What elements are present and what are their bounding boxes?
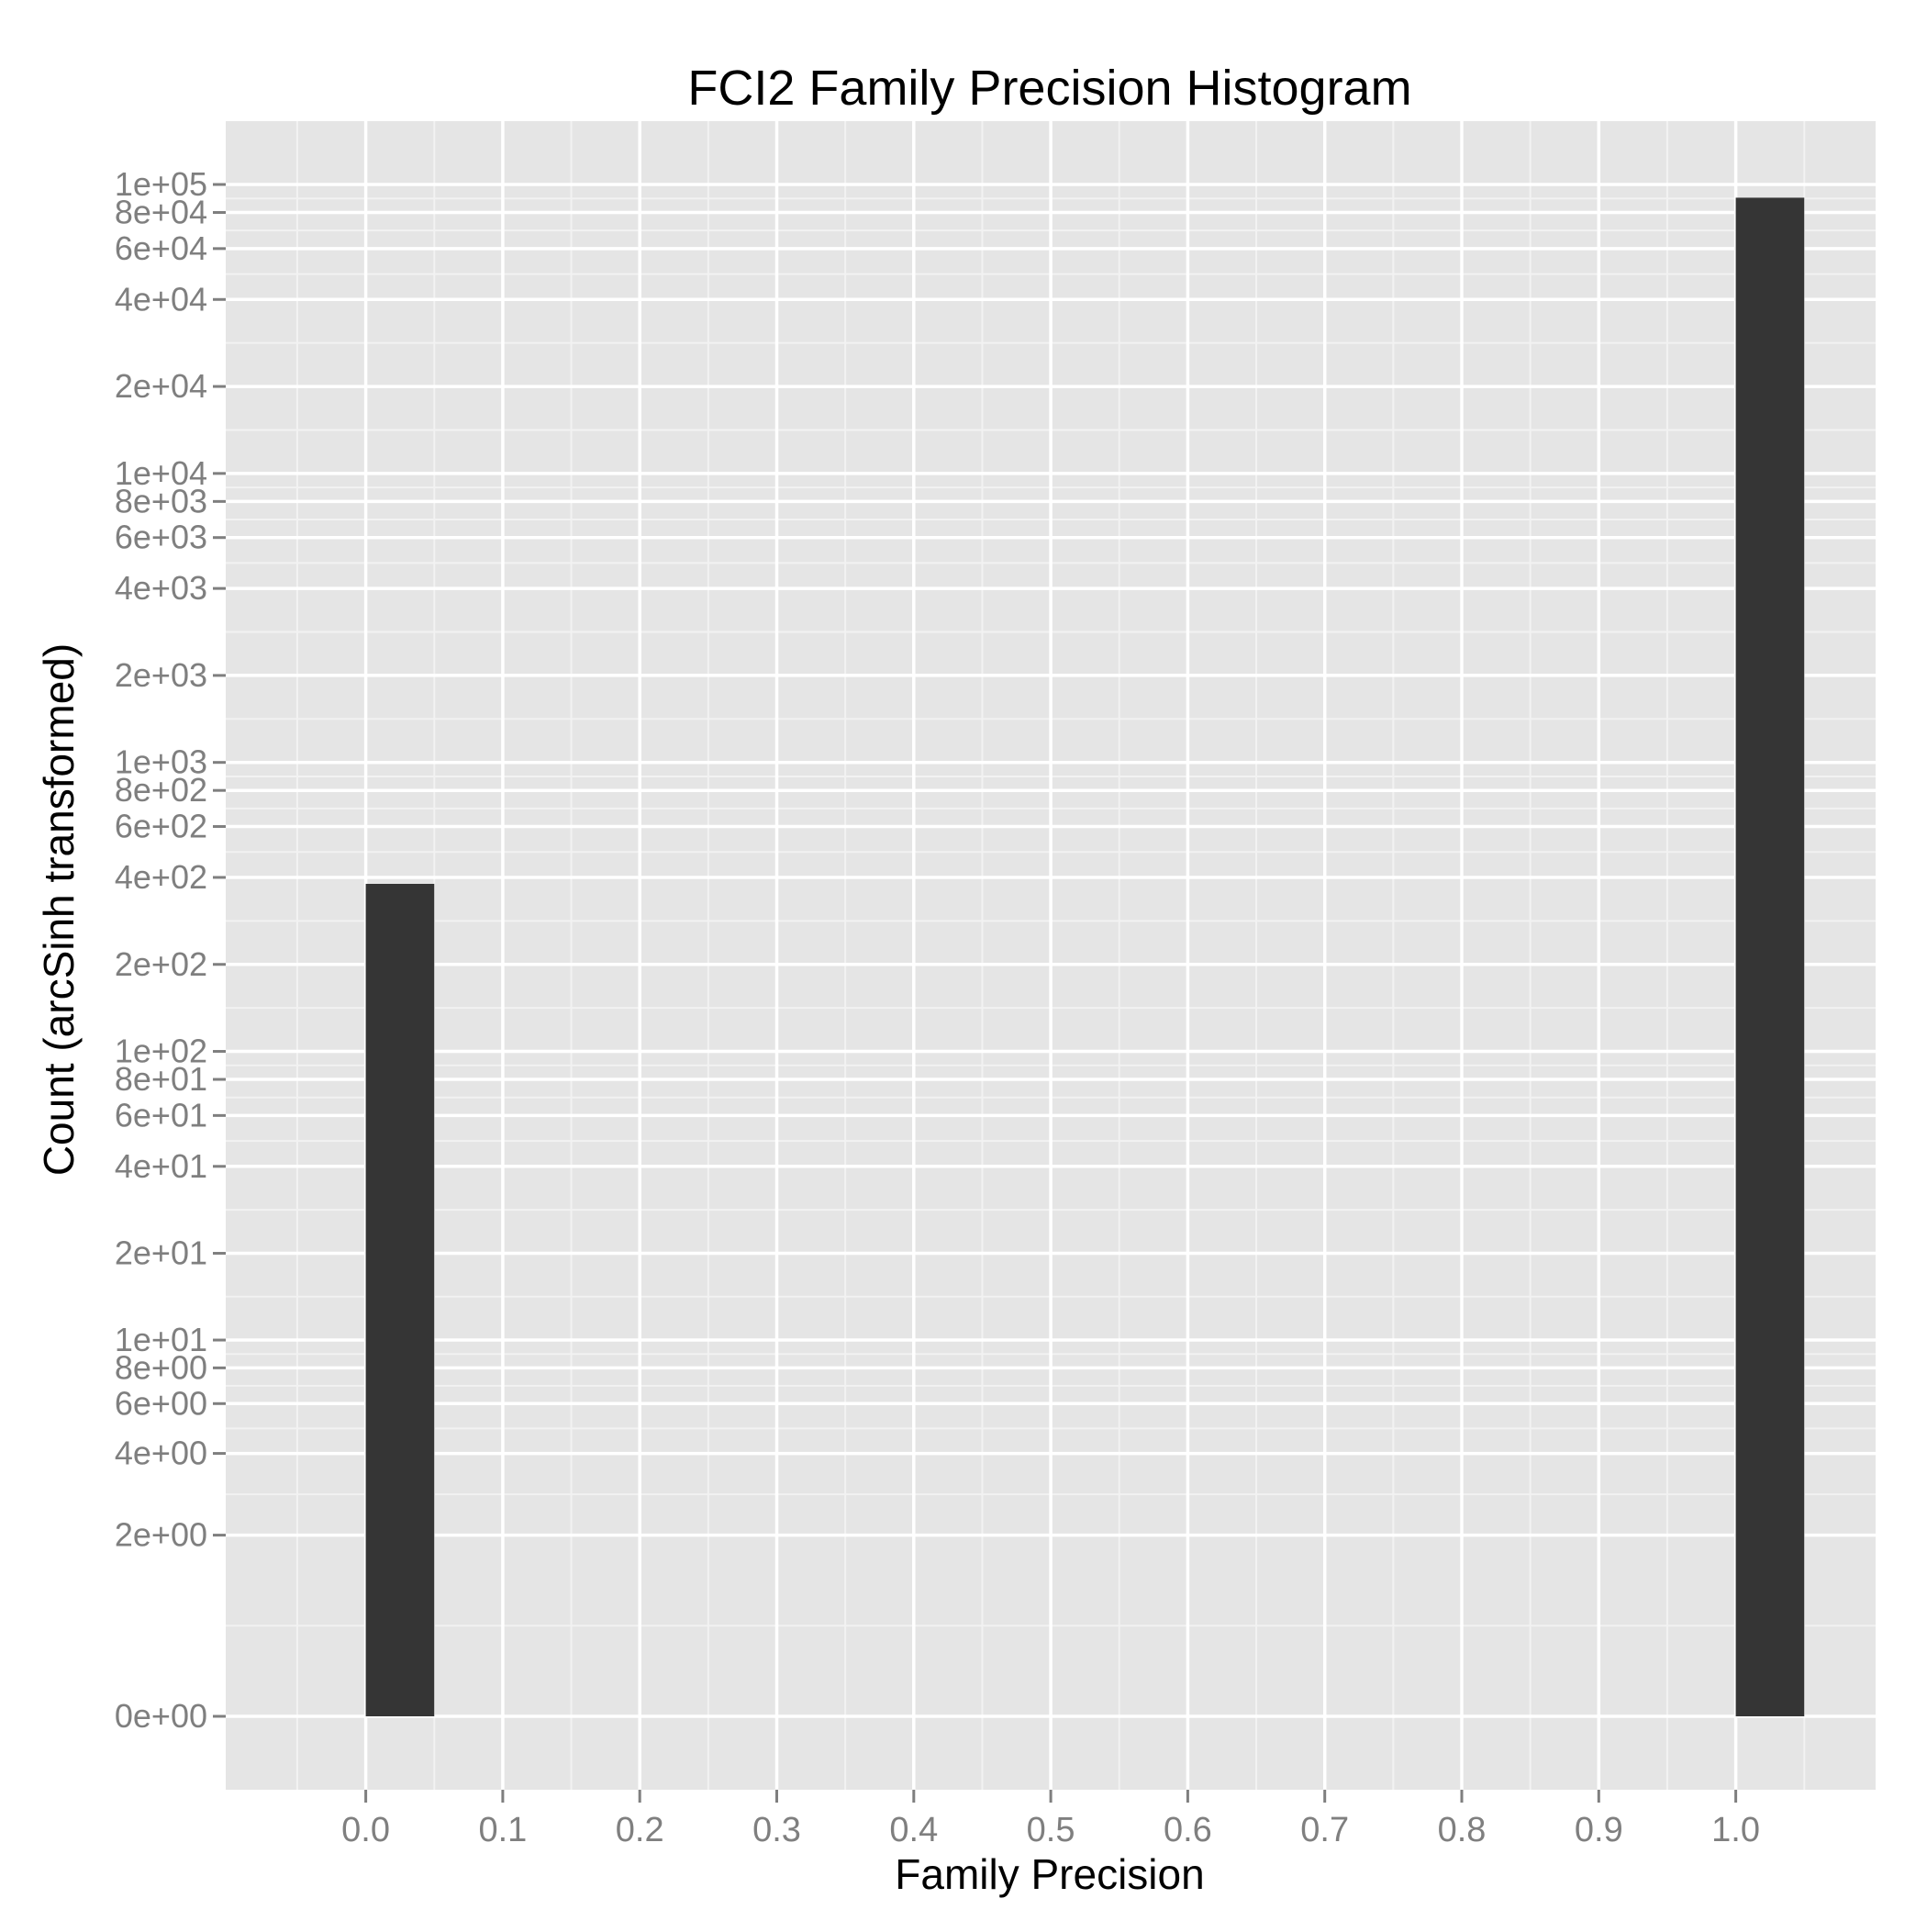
y-tick-label: 8e+02 xyxy=(115,771,207,809)
y-tick-label: 6e+03 xyxy=(115,519,207,556)
x-axis-title: Family Precision xyxy=(895,1850,1204,1898)
y-tick-label: 4e+02 xyxy=(115,858,207,896)
y-axis-title: Count (arcSinh transformed) xyxy=(35,643,83,1176)
x-tick-label: 1.0 xyxy=(1711,1811,1760,1849)
y-tick-label: 6e+02 xyxy=(115,808,207,845)
chart-title: FCI2 Family Precision Histogram xyxy=(687,61,1411,116)
y-tick-label: 6e+00 xyxy=(115,1384,207,1422)
y-tick-label: 4e+01 xyxy=(115,1147,207,1185)
y-tick-label: 2e+01 xyxy=(115,1234,207,1272)
y-tick-label: 6e+04 xyxy=(115,229,207,267)
y-tick-label: 4e+00 xyxy=(115,1435,207,1472)
x-tick-label: 0.9 xyxy=(1575,1811,1623,1849)
x-axis: 0.0 0.1 0.2 0.3 0.4 0.5 0.6 0.7 0.8 0.9 1.0 xyxy=(341,1790,1760,1849)
y-tick-label: 8e+01 xyxy=(115,1060,207,1098)
y-tick-label: 1e+05 xyxy=(115,165,207,203)
x-tick-label: 0.8 xyxy=(1438,1811,1487,1849)
y-tick-label: 1e+02 xyxy=(115,1033,207,1070)
y-tick-label: 4e+04 xyxy=(115,280,207,318)
y-tick-label: 1e+01 xyxy=(115,1321,207,1358)
y-tick-label: 2e+02 xyxy=(115,945,207,983)
y-tick-label: 2e+04 xyxy=(115,367,207,405)
y-tick-label: 8e+00 xyxy=(115,1348,207,1386)
y-tick-label: 2e+03 xyxy=(115,656,207,694)
x-tick-label: 0.3 xyxy=(752,1811,801,1849)
y-tick-label: 1e+04 xyxy=(115,454,207,492)
y-tick-label: 1e+03 xyxy=(115,743,207,781)
y-tick-label: 8e+04 xyxy=(115,194,207,231)
y-tick-label: 4e+03 xyxy=(115,569,207,607)
y-tick-label: 6e+01 xyxy=(115,1096,207,1134)
x-tick-label: 0.5 xyxy=(1027,1811,1075,1849)
x-tick-label: 0.1 xyxy=(478,1811,527,1849)
x-tick-label: 0.6 xyxy=(1164,1811,1212,1849)
histogram-bar xyxy=(365,883,435,1716)
x-tick-label: 0.4 xyxy=(889,1811,938,1849)
x-tick-label: 0.0 xyxy=(341,1811,390,1849)
y-tick-label: 2e+00 xyxy=(115,1516,207,1554)
y-tick-label: 0e+00 xyxy=(115,1697,207,1735)
x-tick-label: 0.2 xyxy=(616,1811,664,1849)
x-tick-label: 0.7 xyxy=(1300,1811,1349,1849)
histogram-bar xyxy=(1735,197,1805,1716)
y-tick-label: 8e+03 xyxy=(115,482,207,519)
histogram-bars xyxy=(365,197,1805,1716)
